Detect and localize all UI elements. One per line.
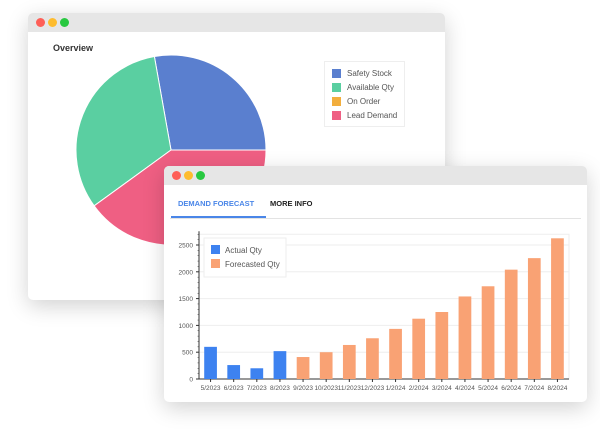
bar-forecasted-qty (366, 338, 379, 379)
pie-slice-safety-stock (153, 54, 267, 151)
legend-swatch (211, 245, 220, 254)
x-tick-label: 8/2023 (270, 385, 290, 392)
bar-forecasted-qty (504, 269, 518, 379)
bar-forecasted-qty (389, 328, 402, 379)
x-tick-label: 8/2024 (547, 385, 567, 392)
title-bar (164, 166, 587, 185)
x-tick-label: 7/2024 (524, 385, 544, 392)
bar-forecasted-qty (458, 296, 472, 379)
x-tick-label: 12/2023 (361, 385, 385, 392)
pie-legend: Safety Stock Available Qty On Order Lead De… (324, 61, 406, 127)
close-button[interactable] (172, 171, 181, 180)
legend-label: Forecasted Qty (225, 260, 280, 269)
bar-forecasted-qty (551, 238, 564, 379)
overview-title: Overview (53, 43, 94, 53)
legend-label: Available Qty (347, 82, 394, 92)
y-tick-label: 1500 (179, 296, 194, 303)
y-tick-label: 500 (182, 350, 193, 357)
legend-item[interactable]: Safety Stock (332, 66, 397, 80)
legend-item[interactable]: Available Qty (332, 80, 397, 94)
bar-actual-qty (204, 346, 217, 379)
maximize-button[interactable] (60, 18, 69, 27)
legend-swatch (211, 259, 220, 268)
y-tick-label: 2500 (179, 243, 194, 250)
bar-actual-qty (273, 351, 287, 379)
x-tick-label: 9/2023 (293, 385, 313, 392)
close-button[interactable] (36, 18, 45, 27)
x-tick-label: 11/2023 (338, 385, 361, 392)
tab-bar: DEMAND FORECAST MORE INFO (170, 192, 581, 219)
bar-forecasted-qty (342, 344, 356, 379)
legend-swatch (332, 96, 341, 106)
legend-swatch (332, 82, 341, 92)
x-tick-label: 2/2024 (409, 385, 429, 392)
x-tick-label: 6/2024 (501, 385, 521, 392)
x-tick-label: 5/2023 (201, 385, 221, 392)
tab-more-info[interactable]: MORE INFO (270, 199, 313, 208)
legend-label: On Order (347, 96, 381, 106)
legend-box (203, 237, 287, 278)
legend-label: Lead Demand (347, 110, 398, 120)
bar-forecasted-qty (481, 286, 495, 379)
x-tick-label: 5/2024 (478, 385, 498, 392)
y-tick-label: 2000 (179, 269, 194, 276)
bar-forecasted-qty (435, 312, 449, 379)
pie-slice-available-qty (75, 55, 172, 207)
bar-actual-qty (250, 368, 264, 379)
legend-swatch (332, 68, 341, 78)
x-tick-label: 7/2023 (247, 385, 267, 392)
x-tick-label: 1/2024 (386, 385, 406, 392)
legend-swatch (332, 110, 341, 120)
y-tick-label: 0 (189, 377, 193, 384)
legend-label: Safety Stock (347, 68, 392, 78)
minimize-button[interactable] (48, 18, 57, 27)
legend-item[interactable]: Lead Demand (332, 108, 397, 122)
x-tick-label: 3/2024 (432, 385, 452, 392)
tab-demand-forecast[interactable]: DEMAND FORECAST (170, 199, 267, 218)
x-tick-label: 6/2023 (224, 385, 244, 392)
legend-item[interactable]: On Order (332, 94, 397, 108)
legend-label: Actual Qty (225, 246, 262, 255)
bar-legend: Actual Qty Forecasted Qty (203, 237, 287, 278)
title-bar (28, 13, 445, 32)
x-tick-label: 4/2024 (455, 385, 475, 392)
bar-forecasted-qty (527, 258, 541, 379)
bar-forecasted-qty (319, 352, 333, 379)
x-tick-label: 10/2023 (314, 385, 338, 392)
y-tick-label: 1000 (179, 323, 194, 330)
bar-forecasted-qty (412, 318, 426, 379)
minimize-button[interactable] (184, 171, 193, 180)
demand-forecast-window: DEMAND FORECAST MORE INFO 0 500 1000 1500 20… (164, 166, 587, 402)
bar-forecasted-qty (296, 357, 310, 379)
bar-actual-qty (227, 365, 241, 379)
maximize-button[interactable] (196, 171, 205, 180)
